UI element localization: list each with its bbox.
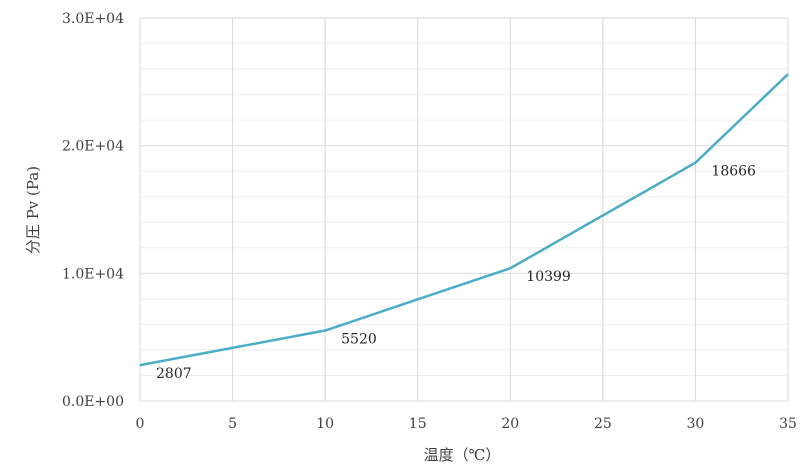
y-tick-label: 3.0E+04 [62, 11, 124, 27]
x-tick-label: 0 [136, 416, 145, 432]
x-tick-label: 5 [228, 416, 237, 432]
y-tick-label: 2.0E+04 [62, 139, 124, 155]
y-axis-tick-labels: 0.0E+00 1.0E+04 2.0E+04 3.0E+04 [62, 11, 124, 410]
y-tick-label: 0.0E+00 [62, 394, 124, 410]
y-axis-title: 分圧 Pv (Pa) [24, 166, 42, 254]
minor-gridlines [140, 43, 788, 376]
x-tick-label: 20 [501, 416, 519, 432]
data-label: 18666 [711, 164, 756, 180]
series-line [139, 73, 789, 367]
x-axis-title: 温度（℃） [424, 446, 501, 464]
x-tick-label: 35 [779, 416, 797, 432]
x-tick-label: 15 [409, 416, 427, 432]
data-label: 10399 [526, 269, 571, 285]
x-tick-label: 10 [316, 416, 334, 432]
data-label: 5520 [341, 332, 377, 348]
x-tick-label: 30 [687, 416, 705, 432]
x-axis-tick-labels: 0 5 10 15 20 25 30 35 [136, 416, 797, 432]
y-tick-label: 1.0E+04 [62, 266, 124, 282]
data-label: 2807 [156, 366, 192, 382]
series-group [139, 73, 789, 367]
x-tick-label: 25 [594, 416, 612, 432]
data-labels: 2807 5520 10399 18666 [156, 164, 756, 382]
major-gridlines [139, 17, 789, 402]
